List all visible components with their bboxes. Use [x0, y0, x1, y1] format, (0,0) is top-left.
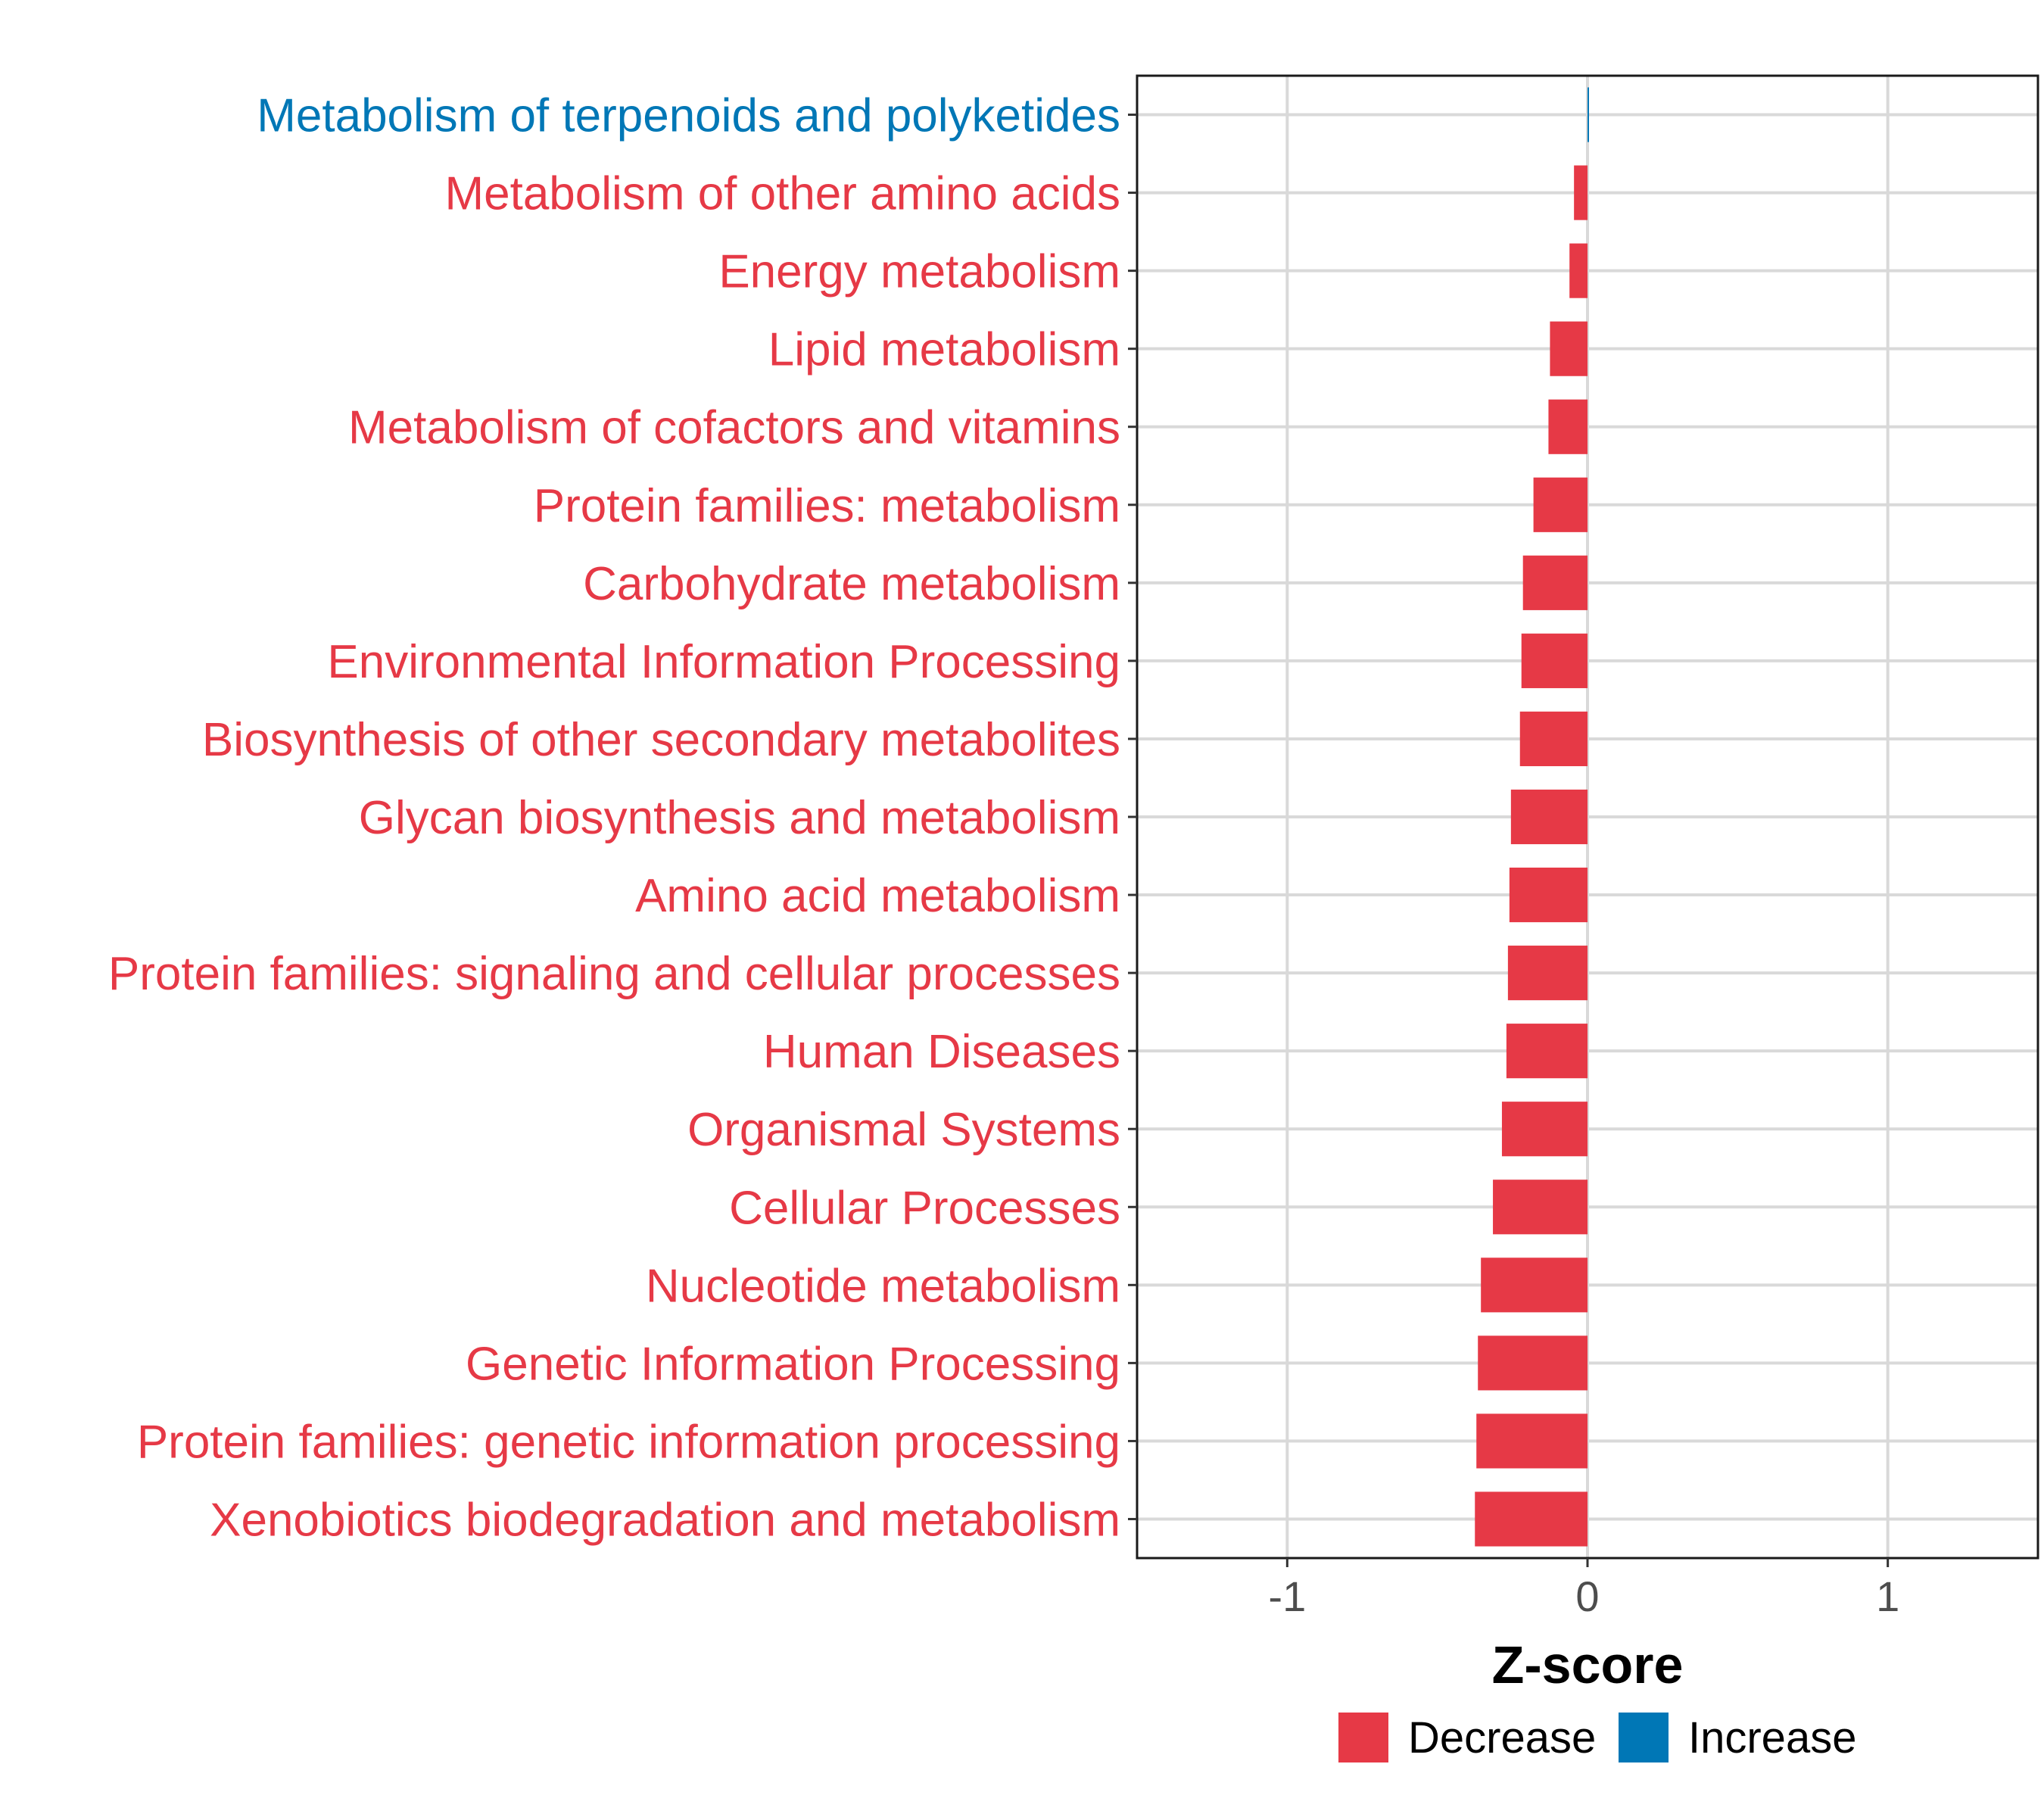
x-tick-label: 1 — [1876, 1572, 1899, 1620]
category-label: Xenobiotics biodegradation and metabolis… — [210, 1494, 1120, 1546]
legend-label: Increase — [1688, 1713, 1856, 1762]
bar — [1533, 477, 1588, 532]
category-label: Metabolism of cofactors and vitamins — [348, 402, 1120, 454]
bars — [1475, 87, 1589, 1547]
bar — [1548, 399, 1588, 454]
legend: Decrease Increase — [1338, 1713, 1856, 1762]
bar — [1506, 1024, 1588, 1079]
bar — [1574, 165, 1588, 220]
category-label: Metabolism of terpenoids and polyketides — [257, 90, 1120, 142]
bar — [1569, 243, 1588, 298]
bar — [1501, 1102, 1588, 1157]
bar — [1509, 867, 1588, 923]
category-label: Biosynthesis of other secondary metaboli… — [202, 714, 1120, 766]
legend-swatch — [1619, 1713, 1669, 1762]
category-label: Protein families: metabolism — [534, 480, 1120, 532]
category-label: Organismal Systems — [687, 1104, 1120, 1156]
category-label: Human Diseases — [763, 1026, 1120, 1078]
category-label: Environmental Information Processing — [327, 636, 1120, 688]
legend-label: Decrease — [1408, 1713, 1596, 1762]
x-axis-ticks: -1 0 1 — [1268, 1558, 1899, 1620]
bar — [1478, 1335, 1588, 1391]
bar — [1519, 711, 1588, 767]
category-label: Cellular Processes — [729, 1182, 1120, 1234]
category-label: Nucleotide metabolism — [646, 1260, 1120, 1312]
bar — [1475, 1491, 1588, 1547]
category-labels: Metabolism of terpenoids and polyketides… — [108, 90, 1137, 1546]
category-label: Metabolism of other amino acids — [444, 168, 1120, 220]
category-label: Amino acid metabolism — [635, 870, 1120, 922]
bar — [1510, 789, 1588, 845]
legend-swatch — [1338, 1713, 1388, 1762]
category-label: Genetic Information Processing — [466, 1338, 1120, 1390]
bar — [1521, 633, 1588, 688]
bar — [1493, 1180, 1588, 1235]
x-tick-label: 0 — [1575, 1572, 1599, 1620]
category-label: Lipid metabolism — [768, 324, 1120, 376]
bar — [1550, 321, 1588, 376]
x-tick-label: -1 — [1268, 1572, 1306, 1620]
category-label: Carbohydrate metabolism — [583, 558, 1120, 610]
category-label: Protein families: signaling and cellular… — [108, 948, 1120, 1000]
bar — [1588, 87, 1589, 142]
bar — [1481, 1258, 1588, 1313]
category-label: Glycan biosynthesis and metabolism — [359, 792, 1120, 844]
category-label: Energy metabolism — [718, 246, 1120, 298]
bar — [1507, 946, 1588, 1001]
category-label: Protein families: genetic information pr… — [137, 1416, 1120, 1468]
bar — [1522, 555, 1588, 610]
bar — [1476, 1413, 1588, 1469]
x-axis-title: Z-score — [1492, 1635, 1684, 1694]
